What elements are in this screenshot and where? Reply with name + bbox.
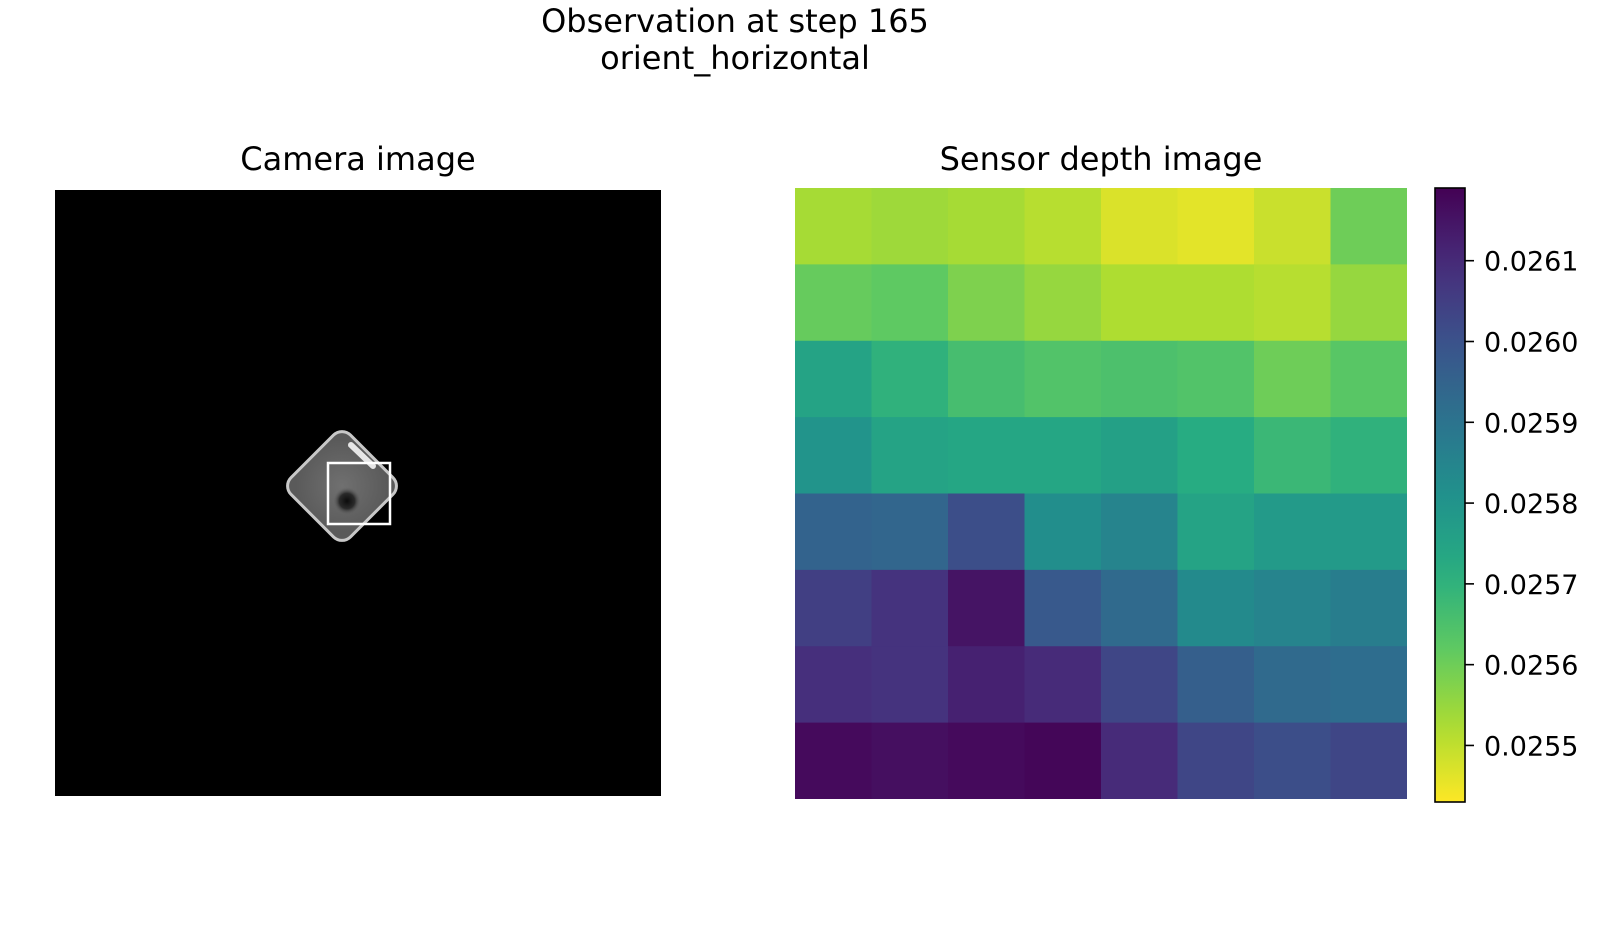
object-shape bbox=[283, 427, 402, 546]
heatmap-cell bbox=[1178, 494, 1255, 571]
camera-image-title: Camera image bbox=[55, 141, 661, 177]
heatmap-cell bbox=[1254, 264, 1331, 341]
heatmap-cell bbox=[872, 723, 949, 799]
heatmap-cell bbox=[948, 341, 1025, 418]
heatmap-cell bbox=[948, 264, 1025, 341]
heatmap-cell bbox=[1331, 494, 1408, 571]
heatmap-cell bbox=[1101, 570, 1178, 647]
heatmap-cell bbox=[1331, 570, 1408, 647]
heatmap-cell bbox=[795, 341, 872, 418]
colorbar-tick-label: 0.0257 bbox=[1484, 570, 1578, 601]
heatmap-cell bbox=[1254, 417, 1331, 494]
heatmap-cell bbox=[872, 188, 949, 265]
heatmap-cell bbox=[795, 570, 872, 647]
heatmap-cell bbox=[1331, 646, 1408, 723]
heatmap-cell bbox=[1101, 264, 1178, 341]
heatmap-cell bbox=[1178, 570, 1255, 647]
heatmap-cell bbox=[1331, 417, 1408, 494]
heatmap-cell bbox=[1178, 188, 1255, 265]
heatmap-cell bbox=[1254, 646, 1331, 723]
figure-title-line1: Observation at step 165 bbox=[0, 2, 1470, 40]
heatmap-cell bbox=[1025, 341, 1102, 418]
heatmap-cell bbox=[1025, 494, 1102, 571]
heatmap-cell bbox=[948, 188, 1025, 265]
figure-title-line2: orient_horizontal bbox=[0, 39, 1470, 77]
colorbar-tick-label: 0.0259 bbox=[1484, 408, 1578, 439]
heatmap-cell bbox=[1101, 646, 1178, 723]
heatmap-cell bbox=[1331, 264, 1408, 341]
colorbar-tick-label: 0.0255 bbox=[1484, 731, 1578, 762]
heatmap-cell bbox=[795, 723, 872, 799]
heatmap-cell bbox=[1178, 723, 1255, 799]
heatmap-cell bbox=[872, 494, 949, 571]
heatmap-cell bbox=[1178, 341, 1255, 418]
heatmap-cell bbox=[1025, 264, 1102, 341]
heatmap-cell bbox=[1025, 188, 1102, 265]
depth-heatmap bbox=[795, 188, 1407, 799]
heatmap-cell bbox=[1254, 570, 1331, 647]
heatmap-cell bbox=[1331, 188, 1408, 265]
heatmap-cell bbox=[948, 570, 1025, 647]
heatmap-cell bbox=[948, 417, 1025, 494]
heatmap-cell bbox=[1025, 646, 1102, 723]
heatmap-cell bbox=[1254, 494, 1331, 571]
colorbar-bar bbox=[1435, 188, 1465, 802]
heatmap-cell bbox=[795, 188, 872, 265]
colorbar-tick-label: 0.0258 bbox=[1484, 489, 1578, 520]
heatmap-cell bbox=[1331, 341, 1408, 418]
heatmap-cell bbox=[795, 646, 872, 723]
heatmap-cell bbox=[1254, 723, 1331, 799]
heatmap-cell bbox=[795, 417, 872, 494]
heatmap-cell bbox=[1178, 646, 1255, 723]
camera-image bbox=[55, 190, 661, 796]
heatmap-cell bbox=[1101, 723, 1178, 799]
heatmap-cell bbox=[1025, 417, 1102, 494]
depth-colorbar: 0.0255 0.0256 0.0257 0.0258 0.0259 0.0260 0.02… bbox=[1433, 186, 1603, 806]
heatmap-cell bbox=[948, 723, 1025, 799]
camera-image-canvas bbox=[55, 190, 661, 796]
heatmap-cell bbox=[795, 264, 872, 341]
heatmap-cell bbox=[1101, 341, 1178, 418]
heatmap-cell bbox=[1025, 570, 1102, 647]
heatmap-cell bbox=[1101, 417, 1178, 494]
heatmap-cell bbox=[1331, 723, 1408, 799]
colorbar-tick-label: 0.0260 bbox=[1484, 328, 1578, 359]
heatmap-cell bbox=[1101, 494, 1178, 571]
heatmap-cell bbox=[948, 494, 1025, 571]
heatmap-cell bbox=[872, 264, 949, 341]
heatmap-cell bbox=[1025, 723, 1102, 799]
heatmap-cell bbox=[795, 494, 872, 571]
heatmap-cell bbox=[1254, 188, 1331, 265]
heatmap-cell bbox=[872, 570, 949, 647]
heatmap-cell bbox=[1254, 341, 1331, 418]
depth-image-title: Sensor depth image bbox=[795, 141, 1407, 177]
heatmap-cell bbox=[872, 646, 949, 723]
heatmap-cell bbox=[1178, 417, 1255, 494]
colorbar-tick-label: 0.0261 bbox=[1484, 247, 1578, 278]
heatmap-cell bbox=[1101, 188, 1178, 265]
colorbar-tick-label: 0.0256 bbox=[1484, 651, 1578, 682]
heatmap-cell bbox=[1178, 264, 1255, 341]
heatmap-cell bbox=[948, 646, 1025, 723]
heatmap-cell bbox=[872, 417, 949, 494]
heatmap-cell bbox=[872, 341, 949, 418]
